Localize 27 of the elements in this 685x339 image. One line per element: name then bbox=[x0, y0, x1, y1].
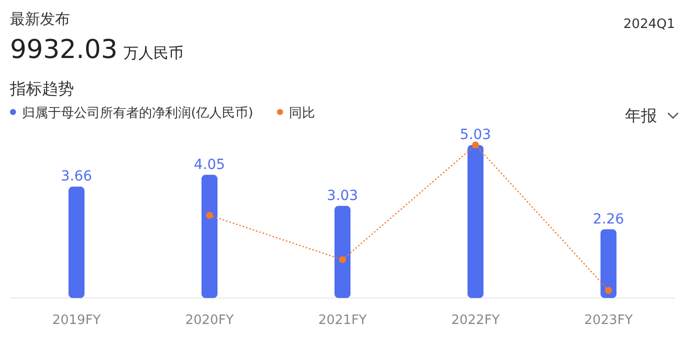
bar bbox=[334, 206, 350, 298]
data-label: 3.03 bbox=[326, 188, 358, 204]
x-tick-label: 2019FY bbox=[52, 313, 101, 328]
point bbox=[472, 142, 479, 148]
data-label: 2.26 bbox=[592, 211, 624, 228]
point bbox=[206, 212, 213, 219]
bar bbox=[202, 174, 218, 298]
legend-label: 归属于母公司所有者的净利润(亿人民币) bbox=[22, 106, 254, 121]
legend-label: 同比 bbox=[289, 106, 315, 121]
text: 2024Q1 bbox=[623, 17, 675, 32]
point bbox=[339, 256, 346, 264]
bar bbox=[468, 145, 484, 298]
data-label: 4.05 bbox=[194, 156, 226, 173]
text: 年报 bbox=[625, 106, 657, 125]
text: 9932.03 bbox=[10, 35, 118, 65]
chart-title: 指标趋势 bbox=[9, 79, 74, 98]
text: 最新发布 bbox=[10, 10, 70, 28]
text: 万人民币 bbox=[124, 44, 184, 62]
bar bbox=[68, 186, 84, 298]
data-label: 5.03 bbox=[460, 127, 492, 143]
point bbox=[605, 286, 612, 294]
data-label: 3.66 bbox=[60, 168, 92, 185]
x-tick-label: 2020FY bbox=[185, 313, 234, 328]
x-tick-label: 2021FY bbox=[318, 313, 367, 328]
x-tick-label: 2022FY bbox=[451, 313, 500, 328]
bar bbox=[600, 229, 616, 298]
x-tick-label: 2023FY bbox=[584, 313, 633, 328]
